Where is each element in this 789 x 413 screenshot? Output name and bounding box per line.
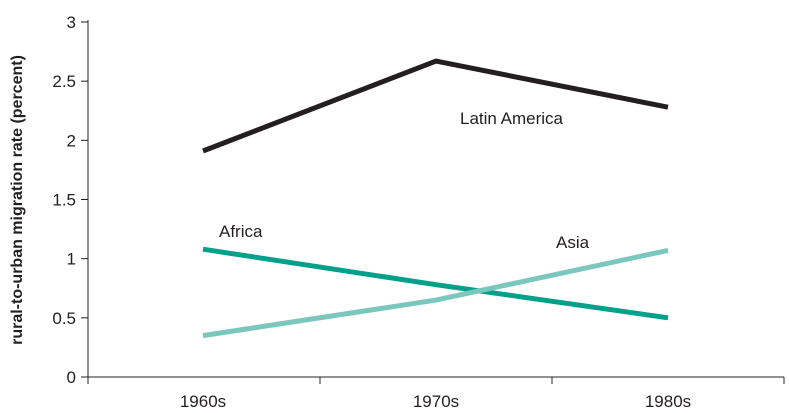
y-tick-label: 3	[67, 13, 76, 32]
series-line-asia	[202, 247, 669, 339]
y-tick-label: 2.5	[52, 72, 76, 91]
x-tick-label: 1970s	[413, 392, 459, 411]
x-tick-label: 1980s	[645, 392, 691, 411]
axes	[81, 20, 785, 384]
series-label-latin-america: Latin America	[460, 109, 564, 128]
y-tick-label: 1.5	[52, 191, 76, 210]
y-axis-label: rural-to-urban migration rate (percent)	[9, 55, 26, 345]
series-lines	[202, 58, 669, 339]
y-tick-label: 0	[67, 368, 76, 387]
y-tick-label: 0.5	[52, 309, 76, 328]
series-label-africa: Africa	[219, 222, 263, 241]
series-line-latin-america	[202, 58, 669, 154]
series-line-africa	[202, 246, 669, 321]
y-tick-label: 2	[67, 131, 76, 150]
x-tick-label: 1960s	[180, 392, 226, 411]
series-label-asia: Asia	[556, 233, 590, 252]
series-labels: Latin America Africa Asia	[219, 109, 590, 252]
y-tick-label: 1	[67, 250, 76, 269]
tick-labels: 0 0.5 1 1.5 2 2.5 3 1960s 1970s 1980s	[52, 13, 691, 411]
